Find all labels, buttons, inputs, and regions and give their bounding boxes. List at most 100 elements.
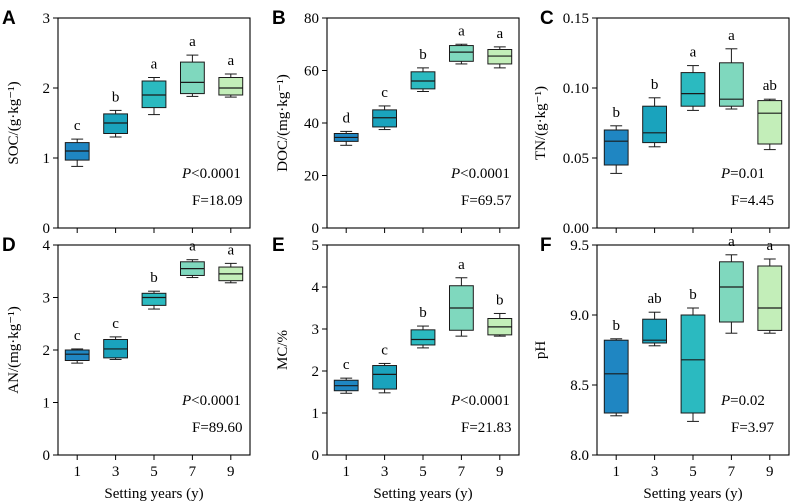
y-tick-label-a: 1 — [43, 151, 51, 167]
y-tick-label-c: 0.05 — [563, 151, 589, 167]
f-value-b: F=69.57 — [461, 193, 512, 209]
x-axis-label-e: Setting years (y) — [373, 486, 472, 502]
box-c-3: b — [642, 77, 668, 148]
box-d-3: c — [103, 316, 129, 360]
y-tick-label-f: 8.0 — [570, 448, 589, 464]
significance-letter: a — [766, 238, 773, 254]
y-tick-label-c: 0.10 — [563, 81, 589, 97]
significance-letter: b — [496, 292, 504, 308]
box-e-5: b — [410, 305, 436, 349]
significance-letter: d — [342, 110, 350, 126]
y-tick-label-e: 1 — [312, 406, 320, 422]
x-tick-label-f: 1 — [612, 464, 620, 480]
panel-a: A 0 1 2 3 SOC/(g·kg⁻¹) c b a a a P<0.0001 F=18.09 — [2, 8, 251, 237]
y-axis-label-b: DOC/(mg·kg⁻¹) — [275, 74, 291, 171]
y-tick-label-d: 1 — [43, 396, 51, 412]
x-tick-label-d: 5 — [150, 464, 158, 480]
box-e-7: a — [448, 257, 474, 337]
panel-b: B 0 20 40 60 80 DOC/(mg·kg⁻¹) d c b a a P<0.0001 F=69… — [272, 8, 520, 237]
box-iqr — [718, 261, 744, 323]
x-tick-label-d: 9 — [227, 464, 235, 480]
box-d-9: a — [218, 242, 244, 284]
significance-letter: b — [651, 77, 659, 93]
x-tick-label-e: 5 — [419, 464, 427, 480]
y-tick-label-e: 5 — [312, 238, 320, 254]
p-value-a: P<0.0001 — [181, 166, 241, 182]
panel-letter-b: B — [272, 8, 286, 29]
box-iqr — [410, 329, 436, 346]
box-e-3: c — [372, 342, 398, 394]
panel-letter-a: A — [2, 8, 16, 29]
panel-letter-c: C — [540, 8, 554, 29]
significance-letter: a — [458, 23, 465, 39]
box-e-9: b — [487, 292, 513, 337]
box-a-7: a — [179, 34, 205, 97]
box-iqr — [487, 49, 513, 65]
box-f-5: b — [680, 287, 706, 422]
y-tick-label-c: 0.00 — [563, 221, 589, 237]
y-axis-label-e: MC/% — [275, 330, 291, 370]
x-tick-label-e: 9 — [496, 464, 504, 480]
y-tick-label-e: 3 — [312, 322, 320, 338]
y-axis-label-c: TN/(g·kg⁻¹) — [533, 86, 549, 160]
significance-letter: b — [419, 47, 427, 63]
significance-letter: a — [189, 239, 196, 255]
f-value-e: F=21.83 — [461, 420, 512, 436]
box-iqr — [680, 72, 706, 107]
y-tick-label-e: 2 — [312, 364, 320, 380]
panel-letter-e: E — [272, 235, 285, 256]
box-iqr — [410, 71, 436, 90]
x-tick-label-f: 7 — [728, 464, 736, 480]
box-a-3: b — [103, 89, 129, 138]
f-value-d: F=89.60 — [192, 420, 243, 436]
significance-letter: c — [74, 328, 81, 344]
significance-letter: b — [419, 305, 427, 321]
y-tick-label-b: 80 — [304, 11, 319, 27]
box-f-9: a — [757, 238, 783, 334]
significance-letter: a — [189, 34, 196, 50]
significance-letter: a — [227, 242, 234, 258]
y-tick-label-d: 3 — [43, 291, 51, 307]
x-tick-label-e: 3 — [381, 464, 389, 480]
significance-letter: b — [612, 105, 620, 121]
significance-letter: b — [612, 318, 620, 334]
box-c-7: a — [718, 28, 744, 110]
x-tick-label-d: 3 — [112, 464, 120, 480]
x-tick-label-d: 1 — [73, 464, 81, 480]
y-tick-label-d: 0 — [43, 448, 51, 464]
box-iqr — [141, 80, 167, 109]
box-f-1: b — [603, 318, 629, 417]
y-tick-label-b: 0 — [312, 221, 320, 237]
box-iqr — [603, 129, 629, 166]
y-tick-label-a: 3 — [43, 11, 51, 27]
y-tick-label-b: 60 — [304, 64, 319, 80]
significance-letter: a — [151, 57, 158, 73]
x-axis-label-d: Setting years (y) — [104, 486, 203, 502]
box-b-1: d — [333, 110, 359, 146]
significance-letter: a — [227, 53, 234, 69]
y-axis-label-f: pH — [533, 341, 549, 360]
box-iqr — [718, 62, 744, 107]
y-tick-label-b: 20 — [304, 169, 319, 185]
p-value-d: P<0.0001 — [181, 393, 241, 409]
y-axis-label-a: SOC/(g·kg⁻¹) — [6, 81, 22, 164]
box-iqr — [603, 339, 629, 414]
box-f-7: a — [718, 234, 744, 334]
y-tick-label-f: 8.5 — [570, 378, 589, 394]
box-b-3: c — [372, 85, 398, 131]
significance-letter: c — [381, 85, 388, 101]
panel-d: D 0 1 2 3 4 AN/(mg·kg⁻¹) 1 3 5 7 9 Setting years (y)… — [2, 235, 251, 502]
box-iqr — [372, 109, 398, 128]
y-tick-label-b: 40 — [304, 116, 319, 132]
y-tick-label-a: 0 — [43, 221, 51, 237]
significance-letter: a — [496, 26, 503, 42]
significance-letter: a — [728, 28, 735, 44]
x-tick-label-e: 1 — [342, 464, 350, 480]
significance-letter: a — [458, 257, 465, 273]
box-iqr — [179, 61, 205, 95]
panel-letter-d: D — [2, 235, 16, 256]
y-tick-label-f: 9.5 — [570, 238, 589, 254]
significance-letter: b — [150, 270, 158, 286]
